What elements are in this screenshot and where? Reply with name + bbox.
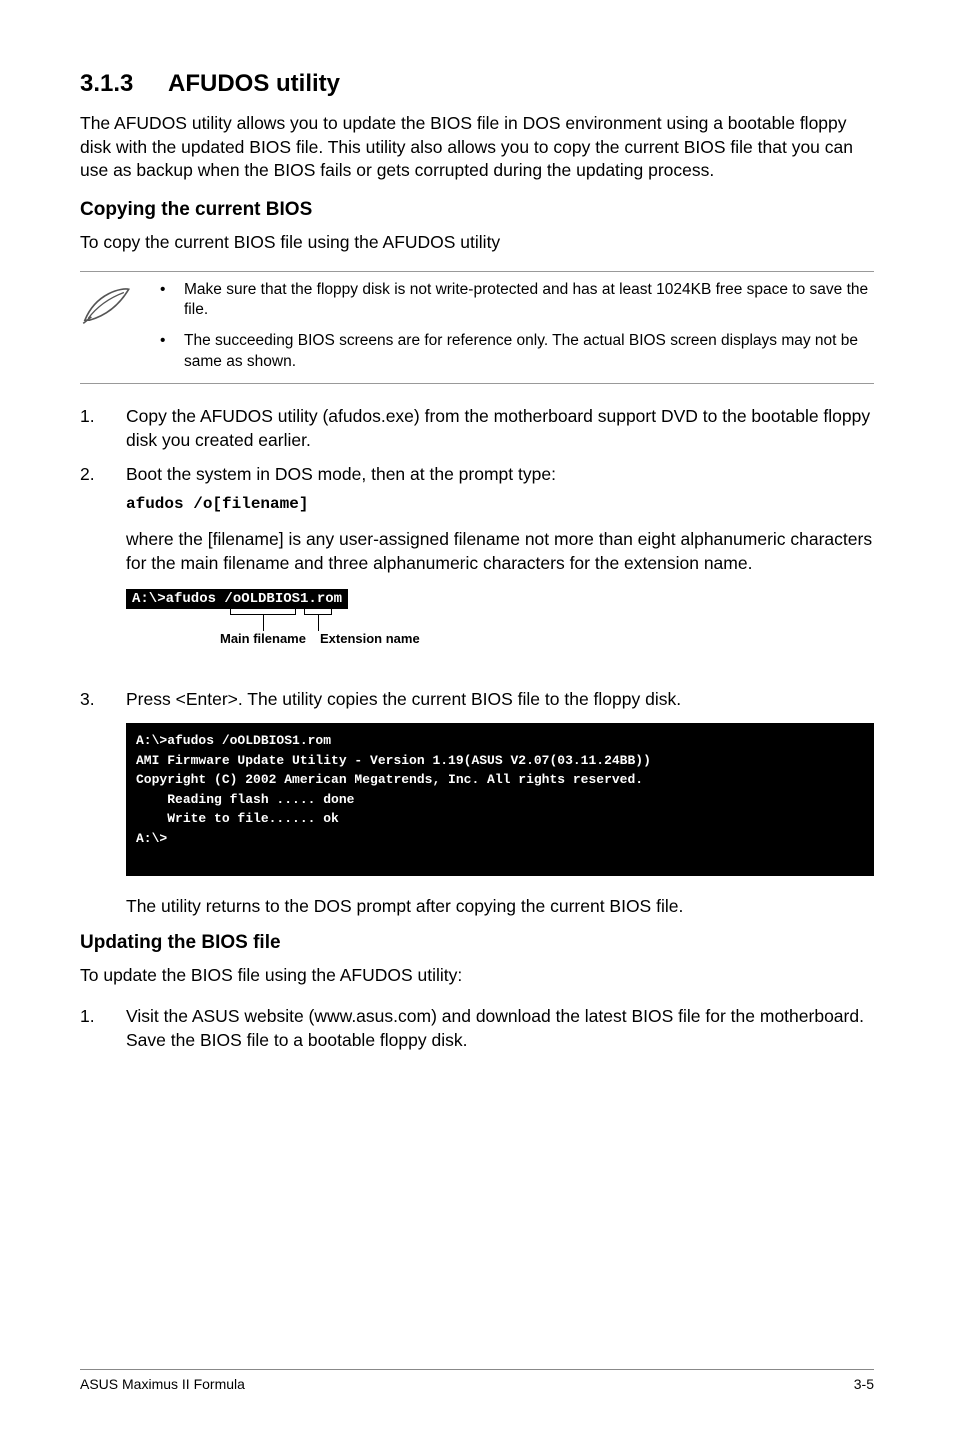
updating-intro: To update the BIOS file using the AFUDOS… bbox=[80, 964, 874, 988]
step-command: afudos /o[filename] bbox=[126, 493, 874, 515]
terminal-output-text: A:\>afudos /oOLDBIOS1.rom AMI Firmware U… bbox=[136, 731, 864, 848]
feather-icon bbox=[80, 280, 136, 330]
note-text: The succeeding BIOS screens are for refe… bbox=[184, 331, 874, 373]
page-footer: ASUS Maximus II Formula 3-5 bbox=[80, 1369, 874, 1392]
step: Visit the ASUS website (www.asus.com) an… bbox=[80, 1004, 874, 1052]
copying-heading: Copying the current BIOS bbox=[80, 199, 874, 221]
connector-ext bbox=[318, 615, 319, 631]
filename-diagram: A:\>afudos /oOLDBIOS1.rom Main filename … bbox=[126, 589, 348, 609]
after-term-text: The utility returns to the DOS prompt af… bbox=[126, 894, 874, 918]
step: Press <Enter>. The utility copies the cu… bbox=[80, 687, 874, 711]
step-explanation: where the [filename] is any user-assigne… bbox=[126, 527, 874, 575]
note-text: Make sure that the floppy disk is not wr… bbox=[184, 280, 874, 322]
label-extension-name: Extension name bbox=[320, 631, 420, 646]
note-item: • The succeeding BIOS screens are for re… bbox=[160, 331, 874, 373]
note-list: • Make sure that the floppy disk is not … bbox=[160, 280, 874, 374]
note-block: • Make sure that the floppy disk is not … bbox=[80, 271, 874, 385]
note-item: • Make sure that the floppy disk is not … bbox=[160, 280, 874, 322]
section-title: AFUDOS utility bbox=[168, 70, 340, 97]
copying-steps-cont: Press <Enter>. The utility copies the cu… bbox=[80, 687, 874, 711]
bullet-icon: • bbox=[160, 280, 168, 322]
label-main-filename: Main filename bbox=[220, 631, 306, 646]
step: Copy the AFUDOS utility (afudos.exe) fro… bbox=[80, 404, 874, 452]
copying-steps: Copy the AFUDOS utility (afudos.exe) fro… bbox=[80, 404, 874, 515]
updating-steps: Visit the ASUS website (www.asus.com) an… bbox=[80, 1004, 874, 1052]
section-number: 3.1.3 bbox=[80, 70, 168, 98]
footer-left: ASUS Maximus II Formula bbox=[80, 1376, 245, 1392]
updating-heading: Updating the BIOS file bbox=[80, 932, 874, 954]
step-text: Visit the ASUS website (www.asus.com) an… bbox=[126, 1006, 864, 1050]
connector-main bbox=[263, 615, 264, 631]
step-text: Copy the AFUDOS utility (afudos.exe) fro… bbox=[126, 406, 870, 450]
copying-intro: To copy the current BIOS file using the … bbox=[80, 231, 874, 255]
footer-right: 3-5 bbox=[854, 1376, 874, 1392]
step-text: Press <Enter>. The utility copies the cu… bbox=[126, 689, 681, 709]
section-heading: 3.1.3AFUDOS utility bbox=[80, 70, 874, 98]
step: Boot the system in DOS mode, then at the… bbox=[80, 462, 874, 514]
terminal-output: A:\>afudos /oOLDBIOS1.rom AMI Firmware U… bbox=[126, 723, 874, 876]
step-text: Boot the system in DOS mode, then at the… bbox=[126, 464, 556, 484]
section-intro: The AFUDOS utility allows you to update … bbox=[80, 112, 874, 183]
terminal-line: A:\>afudos /oOLDBIOS1.rom bbox=[126, 589, 348, 609]
bullet-icon: • bbox=[160, 331, 168, 373]
